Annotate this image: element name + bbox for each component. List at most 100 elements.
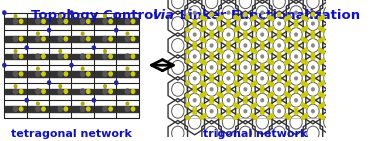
Circle shape <box>285 83 288 87</box>
Circle shape <box>295 11 297 14</box>
Circle shape <box>294 45 298 49</box>
Circle shape <box>193 45 196 49</box>
Circle shape <box>318 105 322 109</box>
Circle shape <box>210 31 213 35</box>
Circle shape <box>186 50 189 54</box>
Circle shape <box>261 111 264 115</box>
Circle shape <box>295 77 297 80</box>
Circle shape <box>302 15 305 19</box>
Circle shape <box>278 66 280 69</box>
Circle shape <box>268 94 271 98</box>
Circle shape <box>80 37 85 41</box>
Circle shape <box>227 42 230 46</box>
Circle shape <box>244 56 247 60</box>
Circle shape <box>47 81 51 84</box>
Circle shape <box>253 50 257 54</box>
Circle shape <box>227 89 230 93</box>
Circle shape <box>200 94 203 98</box>
Circle shape <box>42 90 45 93</box>
Circle shape <box>14 15 17 18</box>
Circle shape <box>234 81 237 85</box>
Circle shape <box>220 116 223 119</box>
Circle shape <box>277 56 281 60</box>
Circle shape <box>234 59 237 63</box>
Circle shape <box>244 22 247 25</box>
Circle shape <box>220 103 223 107</box>
Circle shape <box>109 107 112 111</box>
Circle shape <box>277 34 281 38</box>
Circle shape <box>210 22 213 25</box>
Circle shape <box>261 45 264 49</box>
Bar <box>27 18 48 24</box>
Circle shape <box>14 50 17 53</box>
Bar <box>95 36 115 42</box>
Circle shape <box>234 28 237 32</box>
Circle shape <box>227 111 230 115</box>
Circle shape <box>253 37 257 41</box>
Circle shape <box>227 99 230 102</box>
Circle shape <box>25 98 28 102</box>
Circle shape <box>311 100 315 104</box>
Circle shape <box>109 19 112 23</box>
Circle shape <box>20 54 23 58</box>
Circle shape <box>193 23 196 27</box>
Circle shape <box>36 71 40 76</box>
Bar <box>27 106 48 112</box>
Circle shape <box>285 61 288 65</box>
Circle shape <box>36 54 40 59</box>
Circle shape <box>251 83 254 87</box>
Bar <box>95 71 115 77</box>
Circle shape <box>268 15 271 19</box>
Circle shape <box>294 42 298 46</box>
Circle shape <box>294 86 298 90</box>
Circle shape <box>270 92 274 96</box>
Bar <box>50 106 71 112</box>
Circle shape <box>200 116 203 119</box>
Circle shape <box>237 70 240 74</box>
Circle shape <box>278 44 280 47</box>
Circle shape <box>285 105 288 109</box>
Circle shape <box>193 42 196 46</box>
Circle shape <box>285 70 288 74</box>
Circle shape <box>186 59 189 63</box>
Circle shape <box>311 12 315 16</box>
Circle shape <box>287 28 291 32</box>
Circle shape <box>210 100 213 104</box>
Circle shape <box>220 50 223 54</box>
Circle shape <box>261 64 264 68</box>
Circle shape <box>20 107 23 111</box>
Circle shape <box>251 48 254 52</box>
Circle shape <box>318 61 322 65</box>
Circle shape <box>210 88 213 91</box>
Circle shape <box>253 72 257 76</box>
Circle shape <box>125 19 130 24</box>
Circle shape <box>64 72 68 76</box>
Circle shape <box>103 54 107 59</box>
Circle shape <box>58 54 62 59</box>
Bar <box>95 18 115 24</box>
Circle shape <box>14 106 18 111</box>
Circle shape <box>237 105 240 109</box>
Circle shape <box>253 81 257 85</box>
Circle shape <box>25 46 28 49</box>
Circle shape <box>244 88 247 91</box>
Bar <box>5 13 139 118</box>
Circle shape <box>321 50 324 54</box>
Circle shape <box>321 94 324 98</box>
Circle shape <box>287 59 291 63</box>
Circle shape <box>131 107 135 111</box>
Bar <box>72 18 93 24</box>
Circle shape <box>20 37 23 41</box>
Circle shape <box>20 19 23 23</box>
Circle shape <box>14 85 17 88</box>
Circle shape <box>104 85 106 88</box>
Circle shape <box>321 15 324 19</box>
Circle shape <box>318 39 322 43</box>
Circle shape <box>321 81 324 85</box>
Circle shape <box>261 42 264 46</box>
Circle shape <box>261 23 264 27</box>
Circle shape <box>244 66 247 69</box>
Circle shape <box>86 107 90 111</box>
Circle shape <box>126 102 129 105</box>
Circle shape <box>186 28 189 32</box>
